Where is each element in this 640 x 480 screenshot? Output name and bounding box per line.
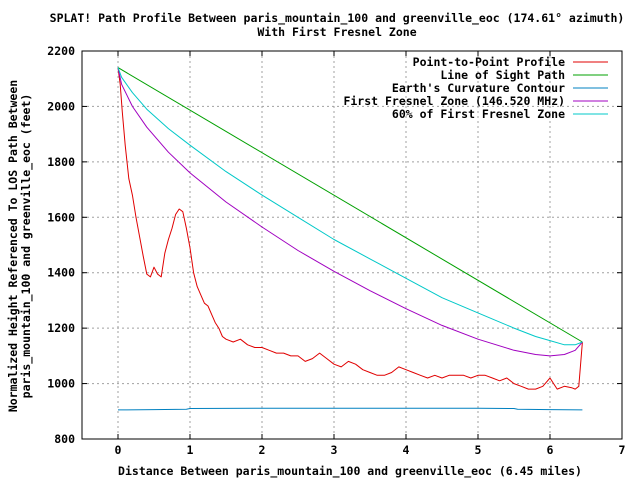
- plot-frame: [81, 50, 623, 440]
- y-tick-label: 1400: [47, 266, 75, 280]
- legend-label: 60% of First Fresnel Zone: [392, 107, 565, 121]
- x-tick-label: 5: [475, 443, 482, 457]
- x-tick-label: 6: [547, 443, 554, 457]
- y-tick-label: 1200: [47, 321, 75, 335]
- legend-label: Earth's Curvature Contour: [392, 81, 565, 95]
- y-axis-label-line2: paris_mountain_100 and greenville_eoc (f…: [19, 94, 34, 399]
- series-line-3: [117, 67, 583, 357]
- x-tick-label: 0: [115, 443, 122, 457]
- x-tick-label: 2: [259, 443, 266, 457]
- grid: [82, 51, 622, 439]
- series-line-2: [117, 407, 583, 411]
- y-tick-label: 1000: [47, 377, 75, 391]
- chart-subtitle: With First Fresnel Zone: [257, 25, 416, 39]
- x-axis-label: Distance Between paris_mountain_100 and …: [118, 464, 582, 479]
- x-tick-label: 7: [619, 443, 626, 457]
- axis-ticks: 0 1 2 3 4 5 6 7 800 1000 1200 1400 1600 1800 2000 2200: [47, 44, 625, 457]
- legend-label: Line of Sight Path: [440, 68, 565, 82]
- y-tick-label: 800: [54, 432, 75, 446]
- x-tick-label: 4: [403, 443, 410, 457]
- series-line-4: [117, 67, 583, 346]
- y-tick-label: 1800: [47, 155, 75, 169]
- y-axis-label-line1: Normalized Height Referenced To LOS Path…: [6, 80, 20, 412]
- series-line-1: [117, 67, 583, 343]
- series-group: [117, 67, 583, 411]
- y-tick-label: 1600: [47, 210, 75, 224]
- y-tick-label: 2000: [47, 99, 75, 113]
- chart-title: SPLAT! Path Profile Between paris_mounta…: [50, 11, 625, 26]
- series-line-0: [117, 67, 583, 390]
- x-tick-label: 1: [187, 443, 194, 457]
- y-tick-label: 2200: [47, 44, 75, 58]
- legend-label: Point-to-Point Profile: [413, 55, 565, 69]
- legend-label: First Fresnel Zone (146.520 MHz): [343, 94, 565, 108]
- x-tick-label: 3: [331, 443, 338, 457]
